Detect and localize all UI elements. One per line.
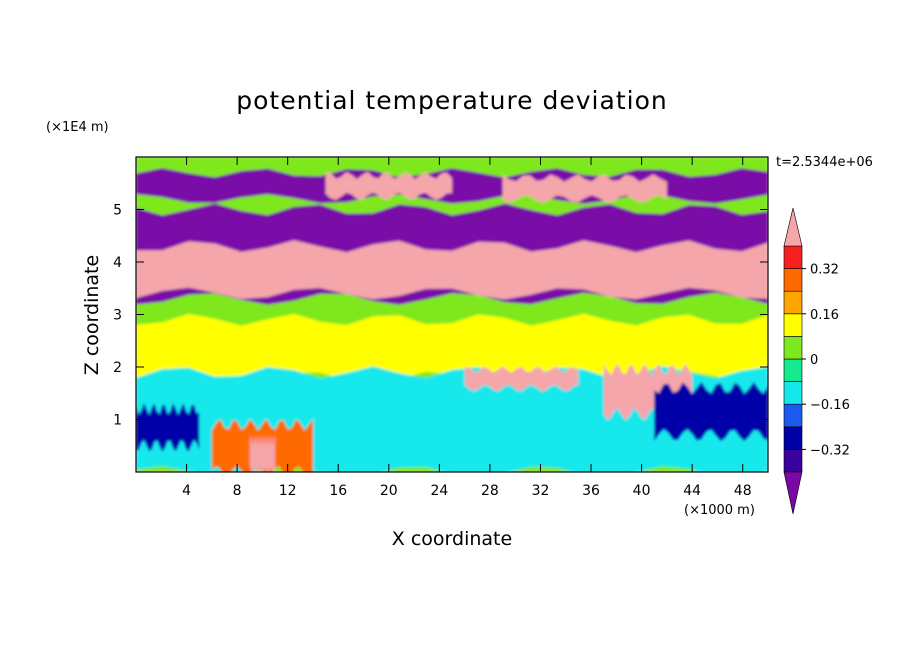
colorbar-label: −0.16	[810, 398, 850, 413]
colorbar-bin	[783, 426, 803, 450]
contour-region	[249, 434, 275, 472]
x-tick-label: 4	[182, 483, 191, 499]
y-tick-label: 2	[113, 360, 122, 376]
x-axis-ticks: 4 8 12 16 20 24 28 32 36 40 44 48	[182, 157, 752, 499]
x-axis-label: X coordinate	[0, 528, 904, 550]
x-tick-label: 8	[233, 483, 242, 499]
contour-region	[464, 366, 579, 392]
x-tick-label: 44	[683, 483, 701, 499]
contour-region	[654, 382, 768, 442]
colorbar-bin	[783, 403, 803, 428]
colorbar-label: 0.32	[810, 263, 839, 278]
contour-region	[502, 174, 667, 203]
colorbar-label: 0.16	[810, 308, 839, 323]
colorbar-bin	[783, 449, 803, 473]
contour-bands	[136, 157, 768, 472]
x-axis-label-text: X coordinate	[391, 528, 513, 550]
colorbar-bin	[783, 381, 803, 405]
x-axis-scale-label: (×1000 m)	[684, 503, 755, 518]
x-tick-label: 28	[481, 483, 499, 499]
colorbar-label: 0	[810, 353, 818, 368]
colorbar-bin	[783, 358, 803, 382]
contour-region	[136, 313, 768, 384]
y-axis-ticks: 1 2 3 4 5	[113, 203, 768, 429]
contour-region	[136, 240, 768, 300]
contour-field	[136, 157, 768, 472]
contour-region	[136, 403, 200, 452]
x-tick-label: 12	[279, 483, 297, 499]
colorbar-bin	[783, 290, 803, 315]
x-tick-label: 40	[633, 483, 651, 499]
x-tick-label: 20	[380, 483, 398, 499]
y-axis-scale-label: (×1E4 m)	[46, 120, 109, 135]
time-label: t=2.5344e+06	[776, 155, 873, 170]
x-tick-label: 36	[582, 483, 600, 499]
y-tick-label: 4	[113, 255, 122, 271]
x-tick-label: 48	[734, 483, 752, 499]
colorbar-bottom-arrow	[783, 471, 803, 515]
y-tick-label: 3	[113, 308, 122, 324]
x-tick-label: 16	[329, 483, 347, 499]
colorbar-bin	[783, 336, 803, 360]
colorbar-bin	[783, 245, 803, 269]
colorbar-bin	[783, 268, 803, 292]
colorbar: 0.32 0.16 0 −0.16 −0.32	[783, 207, 850, 515]
y-tick-label: 1	[113, 413, 122, 429]
y-tick-label: 5	[113, 203, 122, 219]
colorbar-top-arrow	[783, 207, 803, 247]
colorbar-bin	[783, 313, 803, 337]
x-tick-label: 24	[430, 483, 448, 499]
x-tick-label: 32	[532, 483, 550, 499]
chart-title: potential temperature deviation	[236, 86, 668, 115]
contour-region	[325, 171, 452, 201]
colorbar-label: −0.32	[810, 443, 850, 458]
